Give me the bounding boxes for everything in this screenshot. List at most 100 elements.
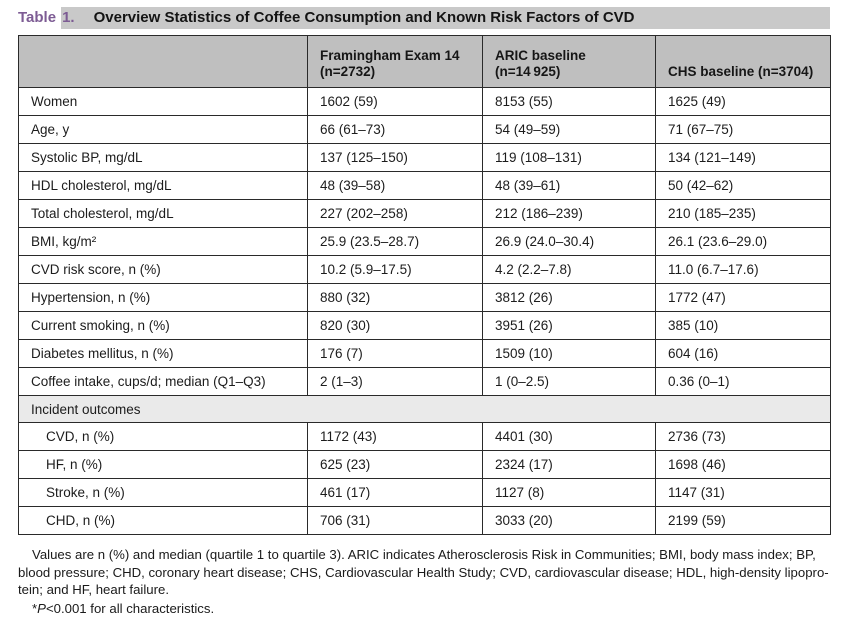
table-row: Current smoking, n (%)820 (30)3951 (26)3… xyxy=(19,312,831,340)
row-label: Systolic BP, mg/dL xyxy=(19,144,308,172)
column-header-line: (n=2732) xyxy=(320,64,476,80)
p-value-note: *P<0.001 for all characteristics. xyxy=(18,600,836,617)
cell-value: 1509 (10) xyxy=(483,340,656,368)
cell-value: 4401 (30) xyxy=(483,423,656,451)
cell-value: 461 (17) xyxy=(308,479,483,507)
cell-value: 137 (125–150) xyxy=(308,144,483,172)
row-label: Current smoking, n (%) xyxy=(19,312,308,340)
column-header-chs: CHS baseline (n=3704) xyxy=(656,36,831,88)
footnote-line: blood pressure; CHD, coronary heart dise… xyxy=(18,564,836,582)
row-label: CVD risk score, n (%) xyxy=(19,256,308,284)
row-label: CHD, n (%) xyxy=(19,507,308,535)
corner-cell xyxy=(19,36,308,88)
table-row: Stroke, n (%)461 (17)1127 (8)1147 (31) xyxy=(19,479,831,507)
row-label: Coffee intake, cups/d; median (Q1–Q3) xyxy=(19,368,308,396)
cell-value: 1127 (8) xyxy=(483,479,656,507)
table-row: Hypertension, n (%)880 (32)3812 (26)1772… xyxy=(19,284,831,312)
table-row: CVD risk score, n (%)10.2 (5.9–17.5)4.2 … xyxy=(19,256,831,284)
cell-value: 1602 (59) xyxy=(308,88,483,116)
table-caption-number: 1. xyxy=(62,9,75,26)
table-row: HF, n (%)625 (23)2324 (17)1698 (46) xyxy=(19,451,831,479)
p-note-symbol: P xyxy=(37,601,46,616)
cell-value: 54 (49–59) xyxy=(483,116,656,144)
row-label: Hypertension, n (%) xyxy=(19,284,308,312)
cell-value: 8153 (55) xyxy=(483,88,656,116)
cell-value: 1172 (43) xyxy=(308,423,483,451)
cell-value: 11.0 (6.7–17.6) xyxy=(656,256,831,284)
cell-value: 1698 (46) xyxy=(656,451,831,479)
column-header-aric: ARIC baseline (n=14 925) xyxy=(483,36,656,88)
row-label: BMI, kg/m² xyxy=(19,228,308,256)
cell-value: 385 (10) xyxy=(656,312,831,340)
table-row: CVD, n (%)1172 (43)4401 (30)2736 (73) xyxy=(19,423,831,451)
cell-value: 3033 (20) xyxy=(483,507,656,535)
table-caption-title: Overview Statistics of Coffee Consumptio… xyxy=(94,9,635,26)
cell-value: 176 (7) xyxy=(308,340,483,368)
cell-value: 71 (67–75) xyxy=(656,116,831,144)
cell-value: 134 (121–149) xyxy=(656,144,831,172)
cell-value: 26.1 (23.6–29.0) xyxy=(656,228,831,256)
row-label: Diabetes mellitus, n (%) xyxy=(19,340,308,368)
cell-value: 3812 (26) xyxy=(483,284,656,312)
p-note-text: <0.001 for all characteristics. xyxy=(46,601,214,616)
cell-value: 880 (32) xyxy=(308,284,483,312)
table-row: Diabetes mellitus, n (%)176 (7)1509 (10)… xyxy=(19,340,831,368)
cell-value: 820 (30) xyxy=(308,312,483,340)
column-header-line: (n=14 925) xyxy=(495,64,649,80)
row-label: Total cholesterol, mg/dL xyxy=(19,200,308,228)
cell-value: 26.9 (24.0–30.4) xyxy=(483,228,656,256)
cell-value: 706 (31) xyxy=(308,507,483,535)
cell-value: 1772 (47) xyxy=(656,284,831,312)
row-label: HF, n (%) xyxy=(19,451,308,479)
cell-value: 3951 (26) xyxy=(483,312,656,340)
cell-value: 10.2 (5.9–17.5) xyxy=(308,256,483,284)
cell-value: 604 (16) xyxy=(656,340,831,368)
row-label: Age, y xyxy=(19,116,308,144)
column-header-line: CHS baseline (n=3704) xyxy=(668,64,824,80)
cell-value: 1 (0–2.5) xyxy=(483,368,656,396)
row-label: HDL cholesterol, mg/dL xyxy=(19,172,308,200)
section-label: Incident outcomes xyxy=(19,396,831,423)
header-row: Framingham Exam 14 (n=2732) ARIC baselin… xyxy=(19,36,831,88)
cell-value: 2199 (59) xyxy=(656,507,831,535)
cell-value: 0.36 (0–1) xyxy=(656,368,831,396)
cell-value: 48 (39–61) xyxy=(483,172,656,200)
column-header-framingham: Framingham Exam 14 (n=2732) xyxy=(308,36,483,88)
table-caption-highlight: 1. Overview Statistics of Coffee Consump… xyxy=(61,7,830,29)
cell-value: 119 (108–131) xyxy=(483,144,656,172)
table-caption-prefix: Table xyxy=(18,9,56,26)
table-caption: Table 1. Overview Statistics of Coffee C… xyxy=(18,7,830,29)
cell-value: 48 (39–58) xyxy=(308,172,483,200)
table-header: Framingham Exam 14 (n=2732) ARIC baselin… xyxy=(19,36,831,88)
cell-value: 227 (202–258) xyxy=(308,200,483,228)
cell-value: 2324 (17) xyxy=(483,451,656,479)
row-label: Stroke, n (%) xyxy=(19,479,308,507)
footnote-line: Values are n (%) and median (quartile 1 … xyxy=(18,546,836,564)
cell-value: 66 (61–73) xyxy=(308,116,483,144)
column-header-line: ARIC baseline xyxy=(495,48,649,64)
cell-value: 50 (42–62) xyxy=(656,172,831,200)
table-row: CHD, n (%)706 (31)3033 (20)2199 (59) xyxy=(19,507,831,535)
cell-value: 212 (186–239) xyxy=(483,200,656,228)
section-row: Incident outcomes xyxy=(19,396,831,423)
cell-value: 1147 (31) xyxy=(656,479,831,507)
cell-value: 4.2 (2.2–7.8) xyxy=(483,256,656,284)
column-header-line: Framingham Exam 14 xyxy=(320,48,476,64)
row-label: Women xyxy=(19,88,308,116)
cell-value: 1625 (49) xyxy=(656,88,831,116)
cell-value: 2736 (73) xyxy=(656,423,831,451)
statistics-table: Framingham Exam 14 (n=2732) ARIC baselin… xyxy=(18,35,831,535)
table-row: Coffee intake, cups/d; median (Q1–Q3)2 (… xyxy=(19,368,831,396)
cell-value: 625 (23) xyxy=(308,451,483,479)
cell-value: 2 (1–3) xyxy=(308,368,483,396)
table-footnote: Values are n (%) and median (quartile 1 … xyxy=(18,546,836,617)
cell-value: 25.9 (23.5–28.7) xyxy=(308,228,483,256)
